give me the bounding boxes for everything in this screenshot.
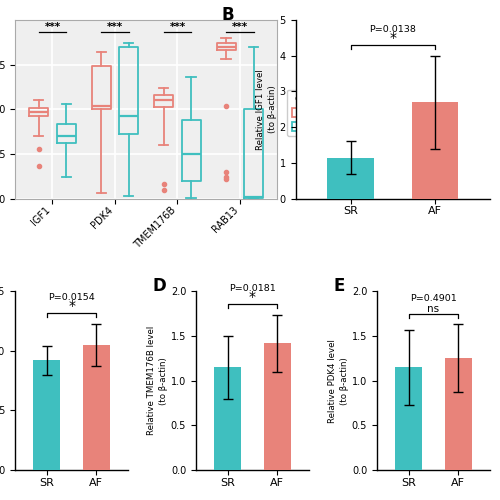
Text: P=0.0181: P=0.0181 <box>229 284 276 293</box>
Text: P=0.0138: P=0.0138 <box>370 26 416 35</box>
Text: P=0.4901: P=0.4901 <box>410 294 457 303</box>
Y-axis label: Relative PDK4 level
(to β-actin): Relative PDK4 level (to β-actin) <box>328 339 349 422</box>
Bar <box>214 368 242 470</box>
Y-axis label: Relative IGF1 level
(to β-actin): Relative IGF1 level (to β-actin) <box>256 69 277 150</box>
Text: *: * <box>249 290 256 304</box>
Bar <box>264 343 290 470</box>
Text: ***: *** <box>170 22 186 32</box>
Y-axis label: Relative TMEM176B level
(to β-actin): Relative TMEM176B level (to β-actin) <box>148 326 168 436</box>
Text: *: * <box>68 299 75 313</box>
Text: *: * <box>390 31 396 45</box>
Bar <box>328 158 374 198</box>
Bar <box>82 345 110 470</box>
Text: P=0.0154: P=0.0154 <box>48 293 95 302</box>
Text: E: E <box>334 277 345 295</box>
Text: B: B <box>222 6 234 24</box>
Bar <box>412 102 459 198</box>
Text: ***: *** <box>232 22 248 32</box>
Text: ***: *** <box>107 22 123 32</box>
Text: ***: *** <box>44 22 60 32</box>
Text: ns: ns <box>428 304 440 314</box>
Bar <box>396 368 422 470</box>
Text: D: D <box>153 277 166 295</box>
Bar <box>444 358 471 470</box>
Bar <box>34 360 60 470</box>
Legend: AF, SR: AF, SR <box>287 90 329 136</box>
